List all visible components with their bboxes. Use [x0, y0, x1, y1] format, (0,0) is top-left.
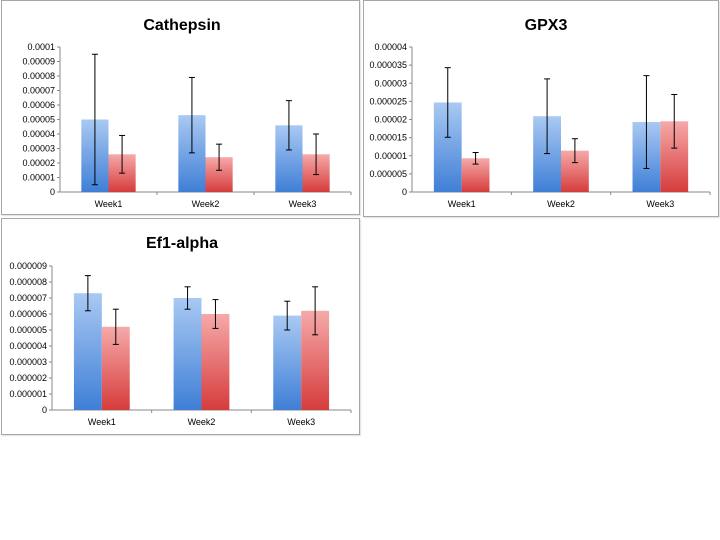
- bar-series1-week2: [173, 298, 202, 410]
- y-tick-label: 0.00009: [22, 57, 55, 67]
- x-category-label: Week2: [188, 417, 216, 427]
- x-category-label: Week2: [547, 199, 575, 209]
- y-tick-label: 0.00002: [374, 115, 407, 125]
- error-bar-series1-week3: [285, 100, 292, 151]
- y-tick-label: 0.000015: [369, 133, 407, 143]
- error-bar-series2-week3: [313, 133, 320, 176]
- y-tick-label: 0.00007: [22, 86, 55, 96]
- error-bar-series2-week1: [472, 151, 479, 165]
- chart-title: GPX3: [525, 17, 568, 34]
- chart-panel-cathepsin: Cathepsin 0 0.00001 0.00002 0.00003 0.00004 0…: [1, 0, 360, 215]
- x-category-label: Week3: [289, 199, 317, 209]
- error-bar-series1-week2: [188, 76, 195, 154]
- x-category-label: Week1: [88, 417, 116, 427]
- bar-series2-week2: [201, 314, 230, 410]
- error-bar-series2-week1: [112, 308, 119, 345]
- x-category-label: Week1: [95, 199, 123, 209]
- y-tick-label: 0.00004: [374, 42, 407, 52]
- error-bar-series1-week2: [184, 286, 191, 310]
- y-tick-label: 0.000002: [9, 373, 47, 383]
- chart-panel-gpx3: GPX3 0 0.000005 0.00001 0.000015 0.00002 0.00…: [363, 0, 719, 217]
- x-category-label: Week3: [287, 417, 315, 427]
- y-tick-label: 0.000035: [369, 60, 407, 70]
- y-tick-label: 0.00008: [22, 71, 55, 81]
- y-tick-label: 0.000008: [9, 277, 47, 287]
- chart-title: Ef1-alpha: [146, 235, 218, 252]
- x-category-label: Week3: [646, 199, 674, 209]
- error-bar-series1-week3: [643, 75, 650, 169]
- y-tick-label: 0: [402, 187, 407, 197]
- bar-series1-week1: [73, 293, 102, 410]
- x-category-label: Week1: [448, 199, 476, 209]
- y-tick-label: 0.00005: [22, 115, 55, 125]
- error-bar-series2-week2: [216, 143, 223, 171]
- y-tick-label: 0.00006: [22, 100, 55, 110]
- chart-svg-ef1-alpha: Ef1-alpha 0 0.000001 0.000002 0.000003 0.000…: [9, 235, 352, 427]
- x-category-label: Week2: [192, 199, 220, 209]
- error-bar-series1-week2: [544, 78, 551, 155]
- chart-panel-ef1-alpha: Ef1-alpha 0 0.000001 0.000002 0.000003 0.000…: [1, 218, 360, 435]
- error-bar-series2-week2: [571, 138, 578, 164]
- error-bar-series2-week1: [119, 134, 126, 174]
- error-bar-series1-week1: [91, 53, 98, 186]
- y-tick-label: 0.000005: [369, 169, 407, 179]
- error-bar-series2-week2: [212, 299, 219, 329]
- y-tick-label: 0.0001: [27, 42, 55, 52]
- y-tick-label: 0.000009: [9, 261, 47, 271]
- bar-series1-week3: [273, 315, 302, 410]
- y-tick-label: 0.000005: [9, 325, 47, 335]
- y-tick-label: 0.000004: [9, 341, 47, 351]
- y-tick-label: 0.000001: [9, 389, 47, 399]
- y-tick-label: 0.000007: [9, 293, 47, 303]
- error-bar-series1-week3: [284, 300, 291, 331]
- y-tick-label: 0.00001: [374, 151, 407, 161]
- y-tick-label: 0.000025: [369, 96, 407, 106]
- chart-svg-gpx3: GPX3 0 0.000005 0.00001 0.000015 0.00002 0.00…: [369, 17, 711, 209]
- chart-svg-cathepsin: Cathepsin 0 0.00001 0.00002 0.00003 0.00004 0…: [22, 17, 352, 209]
- y-tick-label: 0: [42, 405, 47, 415]
- chart-title: Cathepsin: [143, 17, 220, 34]
- y-tick-label: 0.00004: [22, 129, 55, 139]
- error-bar-series1-week1: [84, 275, 91, 312]
- y-tick-label: 0.00003: [374, 78, 407, 88]
- y-tick-label: 0.00003: [22, 144, 55, 154]
- error-bar-series1-week1: [444, 67, 451, 138]
- y-tick-label: 0.000003: [9, 357, 47, 367]
- error-bar-series2-week3: [312, 286, 319, 336]
- y-tick-label: 0.00002: [22, 158, 55, 168]
- y-tick-label: 0.000006: [9, 309, 47, 319]
- error-bar-series2-week3: [671, 93, 678, 149]
- y-tick-label: 0: [50, 187, 55, 197]
- y-tick-label: 0.00001: [22, 173, 55, 183]
